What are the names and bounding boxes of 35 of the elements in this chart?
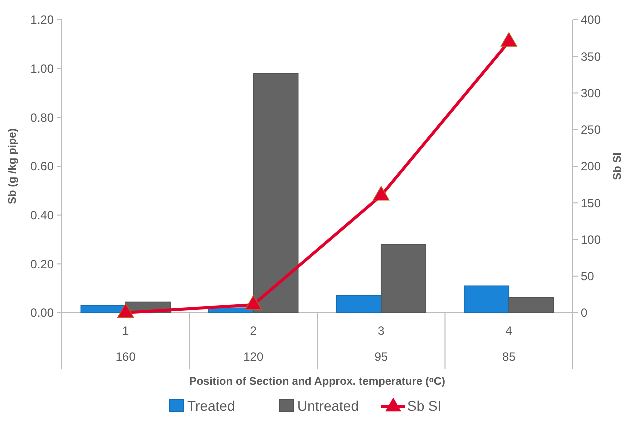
y-tick-label: 0.80 [30, 110, 54, 125]
bar [464, 286, 510, 314]
x-axis-title: Position of Section and Approx. temperature (ᵒC) [190, 376, 446, 388]
point [500, 32, 518, 47]
y-tick-label: 1.20 [30, 13, 54, 28]
point [245, 295, 262, 310]
y-tick-label: 0.40 [30, 208, 54, 223]
y2-axis-title: Sb SI [612, 152, 624, 180]
y2-tick-label: 0 [581, 306, 588, 320]
y-axis-title: Sb (g /kg pipe) [7, 128, 19, 204]
bar [336, 296, 382, 314]
bar [508, 297, 554, 314]
point [373, 186, 390, 201]
legend-label: Treated [188, 398, 236, 414]
y2-tick-label: 250 [581, 123, 602, 138]
legend-label: Sb SI [408, 398, 442, 414]
bar [253, 73, 299, 314]
y2-tick-label: 350 [581, 50, 602, 64]
point [118, 303, 134, 318]
y2-tick-label: 50 [581, 270, 595, 284]
legend-label: Untreated [298, 398, 359, 414]
x-tick-label: 1 160 [116, 324, 136, 364]
y2-tick-label: 100 [581, 232, 602, 247]
y2-tick-label: 400 [581, 13, 602, 28]
bar [380, 244, 426, 314]
y-tick-label: 1.00 [30, 62, 54, 76]
x-tick-label: 3 95 [374, 324, 388, 364]
y-tick-label: 0.20 [30, 257, 54, 272]
y2-tick-label: 150 [581, 196, 602, 210]
y2-tick-label: 200 [581, 160, 602, 174]
x-tick-label: 2 120 [244, 324, 264, 364]
y2-tick-label: 300 [581, 86, 602, 100]
y-tick-label: 0.60 [30, 160, 54, 174]
x-tick-label: 4 85 [502, 324, 516, 364]
y-tick-label: 0.00 [30, 306, 54, 320]
